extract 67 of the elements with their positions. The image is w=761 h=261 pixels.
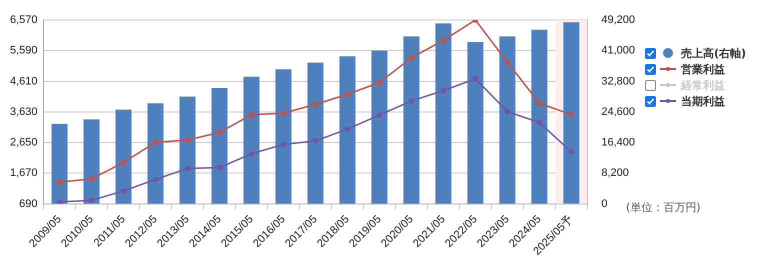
point [88,198,94,204]
point [152,176,158,182]
bar [179,96,196,204]
point [504,108,510,114]
y-tick-label: 2,650 [10,136,38,149]
bar [339,56,356,204]
legend-label: 当期利益 [681,94,725,108]
bar [84,119,100,204]
bar [147,103,164,204]
point [408,55,414,61]
point [536,100,542,106]
bar [275,69,292,204]
point [472,76,478,82]
y-tick-label: 3,630 [10,106,38,118]
point [88,176,94,182]
y2-tick-label: 41,000 [601,44,636,57]
y2-tick-label: 16,400 [601,136,636,149]
point [216,164,222,170]
y-tick-label: 4,610 [10,75,38,88]
point [440,88,446,94]
point [248,151,254,157]
point [216,130,222,136]
point [536,120,542,126]
point [184,166,190,172]
point [152,139,158,145]
y2-tick-label: 49,200 [601,14,636,26]
bar [211,88,228,204]
bar [435,23,452,204]
y-tick-label: 5,590 [10,44,38,57]
bar [52,124,68,204]
bar [467,42,484,204]
bar [403,36,420,204]
point [312,102,318,108]
point [280,142,286,148]
point [280,110,286,116]
bar [499,36,516,204]
point [376,112,382,118]
point [504,59,510,65]
point [56,199,62,204]
point [248,112,254,118]
y-tick-label: 690 [19,198,38,210]
point [120,188,126,194]
bar [243,76,260,204]
legend-label: 売上高(右軸) [681,46,746,60]
y2-tick-label: 0 [601,198,608,210]
bar [116,110,132,204]
y2-tick-label: 32,800 [601,75,636,88]
point [568,112,574,118]
point [568,149,574,155]
point [344,92,350,98]
y-tick-label: 1,670 [10,167,38,180]
y-tick-label: 6,570 [10,14,38,26]
bar [307,62,324,204]
point [440,38,446,44]
point [312,138,318,144]
point [184,137,190,143]
legend-label: 営業利益 [681,62,725,76]
bar [371,50,388,204]
point [376,80,382,86]
point [408,98,414,104]
point [120,160,126,166]
text: (単位：百万円) [626,200,701,215]
bar [531,30,548,204]
point [344,126,350,132]
y2-tick-label: 24,600 [601,106,636,118]
y2-tick-label: 8,200 [601,167,629,180]
point [56,179,62,185]
